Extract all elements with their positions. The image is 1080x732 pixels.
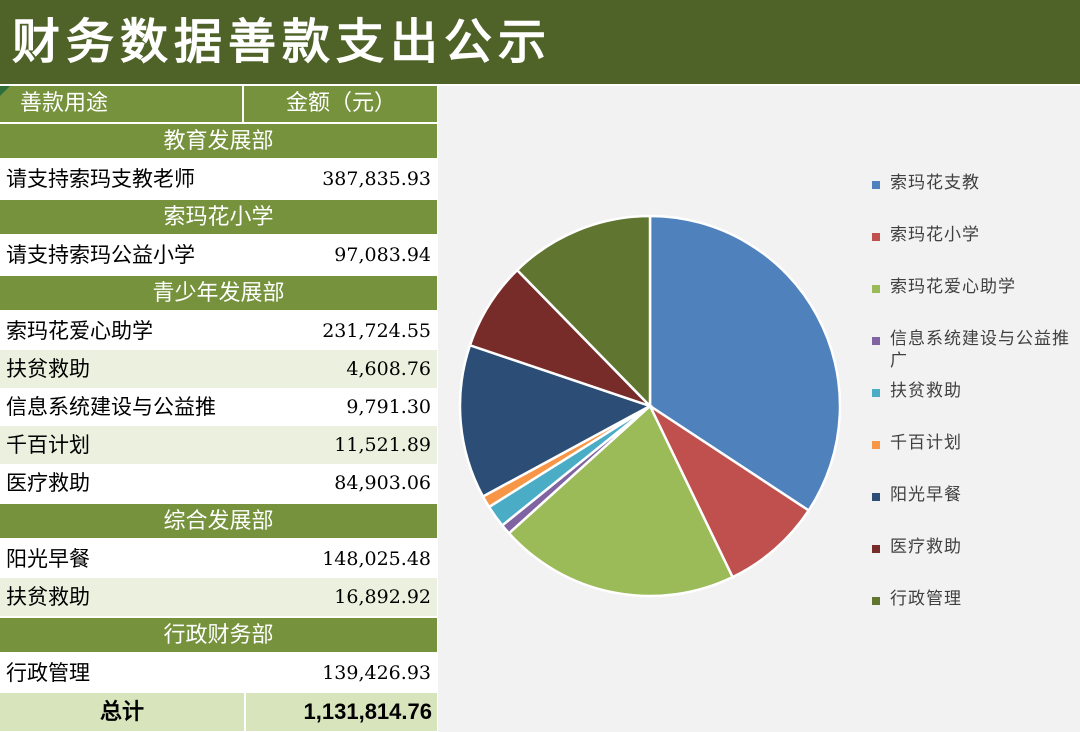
- expense-amount: 97,083.94: [334, 244, 431, 266]
- legend-label: 索玛花爱心助学: [890, 277, 1016, 297]
- legend-label: 医疗救助: [890, 537, 962, 557]
- expense-name: 索玛花爱心助学: [6, 319, 153, 343]
- pie-slice-6: [458, 343, 654, 499]
- expense-amount: 4,608.76: [346, 358, 431, 380]
- expense-row: 行政管理 139,426.93: [0, 654, 437, 692]
- expense-row: 医疗救助 84,903.06: [0, 464, 437, 502]
- expense-name: 千百计划: [6, 433, 90, 457]
- expense-row: 阳光早餐 148,025.48: [0, 540, 437, 578]
- legend-label: 信息系统建设与公益推广: [890, 329, 1070, 371]
- table-header: 善款用途 金额（元）: [0, 86, 437, 122]
- legend-swatch: [872, 337, 880, 345]
- expense-row: 扶贫救助 4,608.76: [0, 350, 437, 388]
- expense-name: 信息系统建设与公益推: [6, 395, 216, 419]
- pie-slice-2: [507, 403, 735, 598]
- expense-name: 阳光早餐: [6, 547, 90, 571]
- page-title: 财务数据善款支出公示: [12, 14, 553, 70]
- legend-swatch: [872, 441, 880, 449]
- expense-row: 信息系统建设与公益推 9,791.30: [0, 388, 437, 426]
- expense-name: 请支持索玛公益小学: [6, 243, 195, 267]
- expense-name: 扶贫救助: [6, 357, 90, 381]
- expense-name: 请支持索玛支教老师: [6, 167, 195, 191]
- expense-amount: 231,724.55: [322, 320, 431, 342]
- department-label: 青少年发展部: [152, 281, 285, 306]
- header-purpose: 善款用途: [4, 86, 244, 122]
- expense-amount: 84,903.06: [334, 472, 431, 494]
- legend-label: 行政管理: [890, 589, 962, 609]
- legend-label: 阳光早餐: [890, 485, 962, 505]
- expense-row: 请支持索玛支教老师 387,835.93: [0, 160, 437, 198]
- legend-label: 千百计划: [890, 433, 962, 453]
- pie-slice-8: [515, 214, 652, 410]
- legend-swatch: [872, 233, 880, 241]
- department-row: 综合发展部: [0, 502, 437, 538]
- title-bar: 财务数据善款支出公示: [0, 0, 1080, 84]
- expense-row: 索玛花爱心助学 231,724.55: [0, 312, 437, 350]
- total-row: 总计 1,131,814.76: [0, 693, 437, 731]
- department-label: 行政财务部: [163, 623, 274, 648]
- expense-table: 善款用途 金额（元） 教育发展部 请支持索玛支教老师 387,835.93 索玛花小学 请支…: [0, 86, 437, 732]
- header-corner-mark: [0, 86, 10, 96]
- legend-label: 索玛花小学: [890, 225, 980, 245]
- expense-name: 行政管理: [6, 661, 90, 685]
- department-label: 索玛花小学: [163, 205, 274, 230]
- expense-row: 扶贫救助 16,892.92: [0, 578, 437, 616]
- pie-chart: [458, 214, 842, 598]
- chart-panel: 索玛花支教索玛花小学索玛花爱心助学信息系统建设与公益推广扶贫救助千百计划阳光早餐…: [438, 86, 1080, 732]
- legend-swatch: [872, 389, 880, 397]
- legend-swatch: [872, 181, 880, 189]
- legend-swatch: [872, 285, 880, 293]
- header-amount: 金额（元）: [285, 91, 396, 116]
- department-row: 行政财务部: [0, 616, 437, 652]
- expense-name: 扶贫救助: [6, 585, 90, 609]
- legend-swatch: [872, 545, 880, 553]
- expense-row: 千百计划 11,521.89: [0, 426, 437, 464]
- legend-label: 索玛花支教: [890, 173, 980, 193]
- expense-row: 请支持索玛公益小学 97,083.94: [0, 236, 437, 274]
- total-label: 总计: [0, 693, 246, 731]
- expense-amount: 139,426.93: [322, 662, 431, 684]
- total-amount: 1,131,814.76: [303, 699, 432, 724]
- department-row: 教育发展部: [0, 122, 437, 158]
- department-row: 青少年发展部: [0, 274, 437, 310]
- expense-amount: 148,025.48: [322, 548, 431, 570]
- legend-swatch: [872, 597, 880, 605]
- expense-amount: 11,521.89: [334, 434, 431, 456]
- pie-slice-1: [646, 402, 811, 579]
- expense-amount: 387,835.93: [322, 168, 431, 190]
- department-row: 索玛花小学: [0, 198, 437, 234]
- expense-amount: 16,892.92: [334, 586, 431, 608]
- department-label: 教育发展部: [163, 129, 274, 154]
- legend-swatch: [872, 493, 880, 501]
- legend-label: 扶贫救助: [890, 381, 962, 401]
- expense-name: 医疗救助: [6, 471, 90, 495]
- department-label: 综合发展部: [163, 509, 274, 534]
- expense-amount: 9,791.30: [346, 396, 431, 418]
